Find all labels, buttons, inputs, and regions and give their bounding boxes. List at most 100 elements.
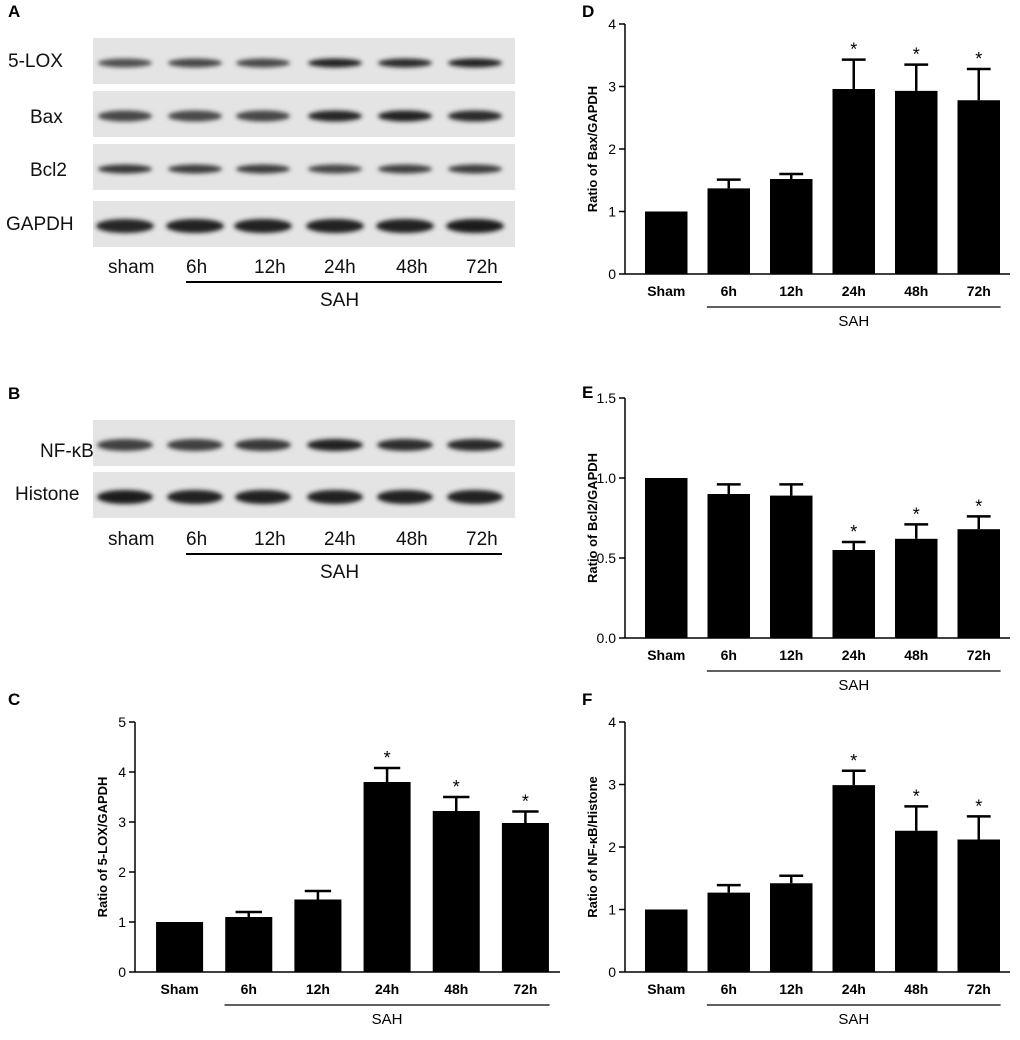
bar-chart-d: 0 1 2 3 4 Ratio of Bax/GAPDH Sham 6h 12h * 24h * 48h… — [585, 16, 1010, 330]
bar-6h — [225, 917, 273, 972]
blot-band — [447, 490, 503, 504]
western-blot-a: 5-LOX Bax Bcl2 GAPDH sham 6h 12h 24h 48h… — [6, 38, 515, 311]
y-tick-label: 2 — [118, 864, 126, 880]
y-tick-label: 5 — [118, 714, 126, 730]
blot-lane-label: sham — [108, 257, 154, 278]
x-category-label: 72h — [967, 283, 991, 299]
significance-marker: * — [913, 786, 920, 806]
bar-48h — [895, 90, 938, 274]
bar-chart-f: 0 1 2 3 4 Ratio of NF-κB/Histone Sham 6h 12h * 24h… — [585, 714, 1010, 1028]
bar-72h — [957, 100, 1000, 274]
panel-label-d: D — [582, 2, 595, 21]
significance-marker: * — [975, 796, 982, 816]
blot-row-label: Bcl2 — [30, 160, 67, 181]
sah-group-label: SAH — [838, 677, 869, 694]
bar-chart-c: 0 1 2 3 4 5 Ratio of 5-LOX/GAPDH Sham 6h 12h * 24h *… — [95, 714, 560, 1028]
blot-band — [234, 219, 292, 233]
blot-strip — [93, 201, 515, 247]
blot-band — [168, 164, 222, 174]
y-tick-label: 3 — [608, 777, 616, 793]
y-tick-label: 1 — [608, 902, 616, 918]
blot-band — [96, 219, 154, 233]
blot-band — [236, 58, 290, 68]
bar-chart-e: 0.0 0.5 1.0 1.5 Ratio of Bcl2/GAPDH Sham 6h 12h… — [585, 390, 1010, 694]
bar-24h — [363, 782, 411, 972]
x-category-label: 24h — [842, 647, 866, 663]
blot-band — [378, 58, 432, 68]
bar-48h — [895, 830, 938, 972]
bar-72h — [501, 823, 549, 972]
blot-band — [447, 439, 503, 451]
blot-band — [448, 58, 502, 68]
blot-band — [168, 110, 222, 122]
x-category-label: 6h — [241, 981, 257, 997]
blot-lane-label: 6h — [186, 257, 207, 278]
x-category-label: 12h — [779, 981, 803, 997]
x-category-label: Sham — [647, 647, 685, 663]
blot-row-label: NF-κB — [40, 441, 94, 462]
sah-group-label: SAH — [372, 1011, 403, 1028]
y-tick-label: 0 — [608, 964, 616, 980]
y-tick-label: 2 — [608, 141, 616, 157]
significance-marker: * — [384, 748, 391, 768]
blot-band — [378, 164, 432, 174]
bar-sham — [645, 211, 688, 274]
bar-72h — [957, 839, 1000, 972]
x-category-label: 48h — [904, 647, 928, 663]
blot-row-label: Bax — [30, 107, 63, 128]
blot-strip — [93, 38, 515, 84]
blot-band — [98, 58, 152, 68]
blot-band — [98, 164, 152, 174]
blot-band — [98, 110, 152, 122]
blot-lane-label: 12h — [254, 257, 286, 278]
blot-band — [378, 110, 432, 122]
blot-row-label: Histone — [15, 484, 79, 505]
blot-lane-label: 24h — [324, 257, 356, 278]
panel-label-a: A — [8, 2, 21, 21]
y-tick-label: 4 — [118, 764, 126, 780]
blot-band — [167, 439, 223, 451]
y-tick-label: 1 — [118, 914, 126, 930]
x-category-label: 6h — [721, 283, 737, 299]
x-category-label: 24h — [375, 981, 399, 997]
y-tick-label: 4 — [608, 714, 616, 730]
y-axis-label: Ratio of NF-κB/Histone — [585, 776, 600, 918]
blot-strip — [93, 91, 515, 137]
panel-label-c: C — [8, 690, 21, 709]
bar-72h — [957, 529, 1000, 638]
x-category-label: 72h — [967, 981, 991, 997]
x-category-label: 48h — [904, 981, 928, 997]
x-category-label: 12h — [779, 283, 803, 299]
blot-band — [307, 490, 363, 504]
blot-band — [235, 490, 291, 504]
blot-row-label: 5-LOX — [8, 51, 63, 72]
y-tick-label: 1.0 — [597, 470, 617, 486]
bar-24h — [832, 785, 875, 972]
y-tick-label: 0.0 — [597, 630, 617, 646]
blot-row-label: GAPDH — [6, 214, 74, 235]
y-axis-label: Ratio of Bax/GAPDH — [585, 86, 600, 212]
blot-band — [168, 58, 222, 68]
bar-24h — [832, 550, 875, 638]
western-blot-b: NF-κB Histone sham 6h 12h 24h 48h 72h SA… — [15, 420, 515, 583]
x-category-label: 48h — [904, 283, 928, 299]
bar-sham — [645, 909, 688, 972]
blot-band — [377, 490, 433, 504]
sah-group-label: SAH — [320, 562, 359, 583]
blot-lane-label: 48h — [396, 529, 428, 550]
significance-marker: * — [850, 751, 857, 771]
x-category-label: 12h — [306, 981, 330, 997]
blot-lane-label: 72h — [466, 257, 498, 278]
panel-label-f: F — [582, 690, 593, 709]
bar-6h — [707, 494, 750, 638]
blot-band — [308, 58, 362, 68]
blot-band — [376, 219, 434, 233]
significance-marker: * — [522, 792, 529, 812]
blot-band — [446, 219, 504, 233]
significance-marker: * — [975, 496, 982, 516]
significance-marker: * — [975, 49, 982, 69]
blot-band — [167, 490, 223, 504]
x-category-label: 72h — [513, 981, 537, 997]
y-tick-label: 0.5 — [597, 550, 617, 566]
sah-group-label: SAH — [838, 313, 869, 330]
